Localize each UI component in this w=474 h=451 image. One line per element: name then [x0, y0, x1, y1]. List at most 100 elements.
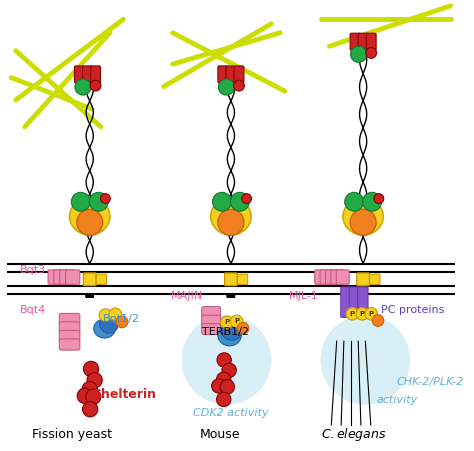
Ellipse shape — [218, 209, 244, 235]
Circle shape — [99, 309, 112, 322]
Ellipse shape — [100, 315, 118, 333]
Ellipse shape — [77, 209, 103, 235]
Circle shape — [345, 192, 364, 211]
FancyBboxPatch shape — [366, 33, 376, 50]
Text: Shelterin: Shelterin — [92, 388, 156, 401]
FancyBboxPatch shape — [83, 273, 96, 285]
Circle shape — [222, 363, 236, 377]
Circle shape — [217, 353, 231, 367]
Text: Bqt3: Bqt3 — [20, 265, 46, 275]
Text: CDK2 activity: CDK2 activity — [193, 408, 268, 418]
Text: TERB1/2: TERB1/2 — [202, 327, 249, 337]
Circle shape — [211, 379, 226, 393]
Circle shape — [220, 316, 233, 329]
Ellipse shape — [218, 325, 241, 346]
Circle shape — [365, 308, 377, 320]
Circle shape — [86, 389, 101, 405]
Circle shape — [75, 79, 91, 95]
Circle shape — [220, 380, 235, 394]
Circle shape — [372, 315, 384, 327]
FancyBboxPatch shape — [349, 287, 360, 318]
Circle shape — [230, 192, 249, 211]
Text: Mouse: Mouse — [200, 428, 240, 442]
FancyBboxPatch shape — [96, 274, 107, 285]
Circle shape — [82, 402, 98, 417]
Circle shape — [109, 308, 121, 321]
FancyBboxPatch shape — [370, 274, 380, 285]
Circle shape — [217, 372, 231, 387]
Ellipse shape — [350, 209, 376, 235]
Circle shape — [72, 192, 90, 211]
FancyBboxPatch shape — [225, 273, 237, 285]
Circle shape — [100, 193, 110, 203]
Circle shape — [374, 193, 384, 203]
Circle shape — [217, 392, 231, 407]
Circle shape — [346, 308, 359, 320]
Text: P: P — [234, 318, 239, 324]
FancyBboxPatch shape — [218, 66, 228, 83]
FancyBboxPatch shape — [59, 322, 80, 333]
Ellipse shape — [343, 198, 383, 235]
Text: P: P — [224, 319, 229, 325]
Text: MJL-1: MJL-1 — [289, 291, 319, 301]
FancyBboxPatch shape — [202, 307, 220, 318]
Ellipse shape — [211, 198, 251, 235]
Circle shape — [242, 193, 252, 203]
Circle shape — [356, 308, 368, 320]
Circle shape — [366, 47, 376, 58]
FancyBboxPatch shape — [358, 33, 368, 50]
Circle shape — [363, 192, 382, 211]
Text: P: P — [360, 311, 365, 317]
Ellipse shape — [70, 198, 110, 235]
Circle shape — [237, 322, 249, 334]
FancyBboxPatch shape — [226, 66, 236, 83]
Circle shape — [83, 361, 99, 377]
Circle shape — [351, 46, 367, 62]
Text: Fission yeast: Fission yeast — [32, 428, 112, 442]
Circle shape — [77, 388, 92, 404]
Circle shape — [89, 192, 108, 211]
FancyBboxPatch shape — [59, 331, 80, 341]
FancyBboxPatch shape — [82, 66, 92, 83]
FancyBboxPatch shape — [74, 66, 84, 83]
Text: P: P — [369, 311, 374, 317]
FancyBboxPatch shape — [237, 274, 248, 285]
Circle shape — [230, 315, 243, 328]
Text: $\it{C. elegans}$: $\it{C. elegans}$ — [321, 426, 387, 443]
Circle shape — [82, 382, 97, 397]
Text: Bqt1/2: Bqt1/2 — [103, 314, 140, 324]
Text: Bqt4: Bqt4 — [20, 305, 46, 315]
FancyBboxPatch shape — [91, 66, 100, 83]
FancyBboxPatch shape — [358, 287, 368, 318]
FancyBboxPatch shape — [202, 315, 220, 326]
FancyBboxPatch shape — [336, 270, 349, 284]
FancyBboxPatch shape — [65, 270, 80, 284]
Text: activity: activity — [376, 395, 418, 405]
Circle shape — [219, 79, 235, 95]
Circle shape — [87, 373, 102, 388]
FancyBboxPatch shape — [315, 270, 328, 284]
FancyBboxPatch shape — [202, 324, 220, 335]
Circle shape — [320, 315, 410, 405]
Text: P: P — [350, 311, 355, 317]
FancyBboxPatch shape — [326, 270, 338, 284]
FancyBboxPatch shape — [320, 270, 333, 284]
FancyBboxPatch shape — [59, 339, 80, 350]
FancyBboxPatch shape — [350, 33, 360, 50]
Circle shape — [234, 80, 245, 91]
FancyBboxPatch shape — [48, 270, 63, 284]
Ellipse shape — [221, 322, 242, 340]
Circle shape — [116, 316, 128, 328]
Circle shape — [212, 192, 231, 211]
Text: PC proteins: PC proteins — [381, 305, 445, 315]
Circle shape — [182, 315, 271, 405]
Text: CHK-2/PLK-2: CHK-2/PLK-2 — [397, 377, 464, 387]
Text: MAJIN: MAJIN — [170, 291, 202, 301]
FancyBboxPatch shape — [331, 270, 344, 284]
FancyBboxPatch shape — [54, 270, 68, 284]
FancyBboxPatch shape — [234, 66, 244, 83]
Circle shape — [90, 80, 101, 91]
FancyBboxPatch shape — [60, 270, 74, 284]
FancyBboxPatch shape — [59, 313, 80, 325]
FancyBboxPatch shape — [357, 273, 369, 285]
